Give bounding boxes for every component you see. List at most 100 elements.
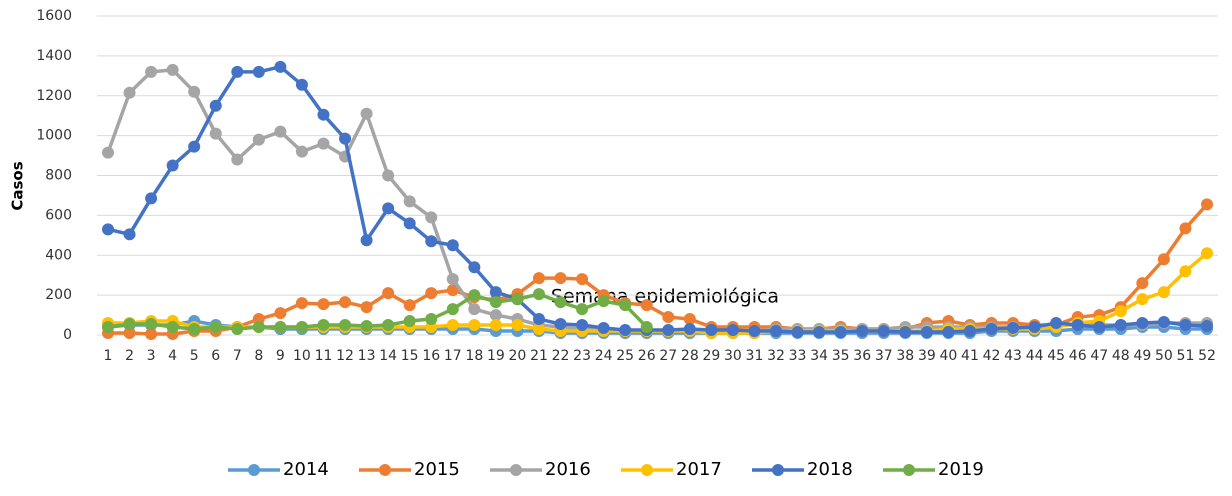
data-point	[1136, 277, 1149, 290]
data-point	[339, 132, 352, 145]
x-tick-label: 39	[918, 348, 936, 364]
data-point	[554, 272, 567, 285]
data-point	[576, 303, 589, 316]
data-point	[532, 323, 545, 336]
data-point	[274, 307, 287, 320]
data-point	[446, 303, 459, 316]
x-tick-label: 43	[1004, 348, 1022, 364]
x-tick-label: 42	[983, 348, 1001, 364]
x-tick-label: 29	[702, 348, 720, 364]
legend-marker	[510, 464, 522, 476]
data-point	[274, 60, 287, 73]
data-point	[920, 326, 933, 339]
data-point	[813, 326, 826, 339]
data-point	[1201, 198, 1213, 211]
data-point	[1028, 321, 1041, 334]
y-tick-label: 1000	[36, 128, 72, 144]
x-tick-label: 5	[190, 348, 199, 364]
x-tick-label: 27	[659, 348, 677, 364]
data-point	[123, 228, 136, 241]
data-point	[1007, 322, 1020, 335]
data-point	[209, 321, 222, 334]
data-point	[188, 85, 201, 98]
x-tick-label: 20	[509, 348, 527, 364]
series-line	[108, 203, 1209, 336]
y-tick-label: 400	[45, 247, 72, 263]
x-tick-label: 40	[939, 348, 957, 364]
data-point	[576, 319, 589, 332]
data-point	[446, 319, 459, 332]
x-tick-label: 22	[552, 348, 570, 364]
data-point	[942, 326, 955, 339]
data-point	[317, 319, 330, 332]
series-line	[107, 65, 1208, 334]
x-tick-label: 16	[422, 348, 440, 364]
x-tick-label: 51	[1177, 348, 1195, 364]
data-point	[963, 325, 976, 338]
x-tick-label: 37	[875, 348, 893, 364]
data-point	[446, 284, 459, 297]
data-point	[640, 321, 653, 334]
x-tick-label: 19	[487, 348, 505, 364]
data-point	[446, 273, 459, 286]
data-point	[425, 287, 438, 300]
data-point	[791, 326, 804, 339]
data-point	[834, 326, 847, 339]
data-point	[166, 63, 179, 76]
data-point	[102, 321, 114, 334]
data-point	[489, 286, 502, 299]
data-point	[360, 107, 373, 120]
data-point	[382, 287, 395, 300]
series-line	[107, 319, 1207, 335]
x-tick-label: 1	[104, 348, 113, 364]
x-tick-label: 15	[401, 348, 419, 364]
y-tick-label: 200	[45, 287, 72, 303]
data-point	[468, 303, 481, 316]
x-tick-label: 44	[1026, 348, 1044, 364]
data-point	[619, 299, 632, 312]
x-tick-label: 14	[379, 348, 397, 364]
data-point	[317, 108, 330, 121]
data-point	[295, 321, 308, 334]
data-point	[403, 217, 416, 230]
x-tick-label: 33	[789, 348, 807, 364]
data-point	[102, 223, 114, 236]
data-point	[425, 211, 438, 224]
x-tick-label: 11	[315, 348, 333, 364]
x-tick-label: 6	[211, 348, 220, 364]
data-point	[446, 239, 459, 252]
y-tick-label: 1400	[36, 48, 72, 64]
legend-label: 2015	[414, 459, 460, 480]
data-point	[360, 234, 373, 247]
data-point	[274, 125, 287, 138]
data-point	[856, 325, 869, 338]
data-point	[1136, 317, 1149, 330]
data-point	[532, 288, 545, 301]
data-point	[295, 78, 308, 91]
data-point	[317, 137, 330, 150]
data-point	[1050, 317, 1063, 330]
data-point	[1157, 253, 1170, 266]
data-point	[985, 323, 998, 336]
data-point	[662, 324, 675, 337]
data-point	[317, 298, 330, 311]
x-tick-label: 50	[1155, 348, 1173, 364]
data-point	[382, 169, 395, 182]
data-point	[554, 318, 567, 331]
data-point	[102, 146, 114, 159]
data-point	[403, 315, 416, 328]
data-point	[252, 65, 265, 78]
data-point	[252, 133, 265, 146]
data-point	[489, 296, 502, 309]
data-point	[1201, 247, 1213, 260]
x-tick-label: 52	[1198, 348, 1216, 364]
data-point	[489, 319, 502, 332]
data-point	[166, 159, 179, 172]
data-point	[231, 323, 244, 336]
data-point	[899, 326, 912, 339]
data-point	[511, 319, 524, 332]
data-point	[468, 319, 481, 332]
x-tick-label: 32	[767, 348, 785, 364]
data-point	[532, 272, 545, 285]
